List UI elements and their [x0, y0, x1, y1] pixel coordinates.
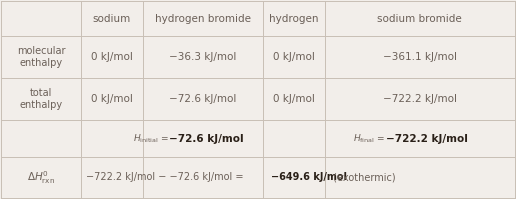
Text: −36.3 kJ/mol: −36.3 kJ/mol	[169, 52, 236, 62]
Text: −649.6 kJ/mol: −649.6 kJ/mol	[271, 173, 347, 182]
Text: −72.6 kJ/mol: −72.6 kJ/mol	[169, 94, 236, 104]
Text: −722.2 kJ/mol: −722.2 kJ/mol	[383, 94, 457, 104]
Text: $\Delta H^0_{\rm rxn}$: $\Delta H^0_{\rm rxn}$	[27, 169, 55, 186]
Text: 0 kJ/mol: 0 kJ/mol	[91, 52, 133, 62]
Text: $\mathit{H}_{\mathit{\rm initial}}$ =: $\mathit{H}_{\mathit{\rm initial}}$ =	[133, 133, 169, 145]
Text: hydrogen: hydrogen	[269, 14, 319, 23]
Text: (exothermic): (exothermic)	[330, 173, 395, 182]
Text: 0 kJ/mol: 0 kJ/mol	[273, 94, 315, 104]
Text: −361.1 kJ/mol: −361.1 kJ/mol	[383, 52, 457, 62]
Text: sodium bromide: sodium bromide	[377, 14, 462, 23]
Text: total
enthalpy: total enthalpy	[20, 88, 63, 110]
Text: 0 kJ/mol: 0 kJ/mol	[91, 94, 133, 104]
Text: $\mathit{H}_{\mathit{\rm final}}$ =: $\mathit{H}_{\mathit{\rm final}}$ =	[353, 133, 386, 145]
Text: molecular
enthalpy: molecular enthalpy	[17, 46, 66, 68]
Text: −72.6 kJ/mol: −72.6 kJ/mol	[169, 134, 244, 144]
Text: 0 kJ/mol: 0 kJ/mol	[273, 52, 315, 62]
Text: hydrogen bromide: hydrogen bromide	[155, 14, 251, 23]
Text: sodium: sodium	[92, 14, 131, 23]
Text: −722.2 kJ/mol: −722.2 kJ/mol	[386, 134, 468, 144]
Text: −722.2 kJ/mol − −72.6 kJ/mol =: −722.2 kJ/mol − −72.6 kJ/mol =	[86, 173, 247, 182]
